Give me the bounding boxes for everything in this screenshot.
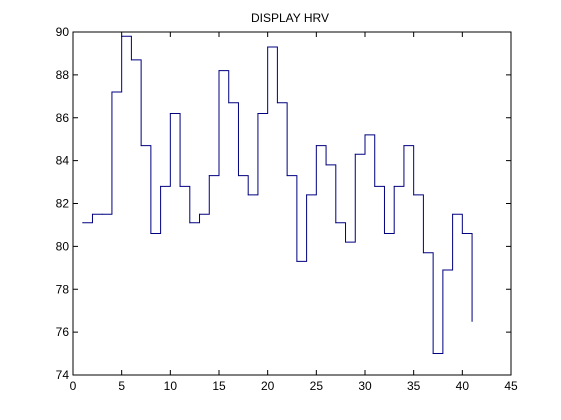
data-point — [315, 145, 317, 147]
data-point — [208, 175, 210, 177]
data-point — [461, 233, 463, 235]
data-point — [325, 164, 327, 166]
data-point — [121, 35, 123, 37]
y-tick-label: 78 — [56, 282, 70, 296]
data-point — [140, 145, 142, 147]
x-tick-label: 25 — [310, 379, 324, 393]
data-point — [374, 185, 376, 187]
data-point — [169, 112, 171, 114]
y-tick-label: 84 — [56, 154, 70, 168]
x-tick-label: 45 — [504, 379, 518, 393]
chart-title: DISPLAY HRV — [251, 11, 329, 25]
data-point — [91, 213, 93, 215]
hrv-series-line — [82, 35, 473, 355]
data-point — [189, 222, 191, 224]
data-point — [383, 233, 385, 235]
plot-area — [73, 32, 511, 375]
data-point — [237, 175, 239, 177]
data-point — [257, 112, 259, 114]
data-point — [393, 185, 395, 187]
y-tick-label: 86 — [56, 111, 70, 125]
data-point — [335, 222, 337, 224]
y-tick-label: 80 — [56, 239, 70, 253]
data-point — [413, 194, 415, 196]
tick-labels: 0 5 10 15 20 25 30 35 40 45 74 76 78 80 82 84 86 88 90 — [56, 25, 518, 393]
x-tick-label: 10 — [164, 379, 178, 393]
data-point — [111, 91, 113, 93]
data-point — [442, 269, 444, 271]
x-tick-label: 40 — [456, 379, 470, 393]
data-point — [101, 213, 103, 215]
data-point — [432, 353, 434, 355]
data-point — [150, 233, 152, 235]
data-point — [286, 175, 288, 177]
data-point — [267, 46, 269, 48]
x-tick-label: 5 — [118, 379, 125, 393]
x-tick-label: 20 — [261, 379, 275, 393]
plot-frame — [72, 31, 512, 376]
data-point — [403, 145, 405, 147]
data-point — [218, 70, 220, 72]
data-point — [82, 222, 84, 224]
data-point — [276, 102, 278, 104]
data-point — [471, 320, 473, 322]
data-point — [160, 185, 162, 187]
data-point — [422, 252, 424, 254]
y-tick-label: 82 — [56, 197, 70, 211]
series-layer — [82, 35, 473, 355]
x-tick-label: 35 — [407, 379, 421, 393]
x-tick-label: 30 — [358, 379, 372, 393]
data-point — [179, 185, 181, 187]
data-point — [452, 213, 454, 215]
data-point — [228, 102, 230, 104]
y-tick-label: 90 — [56, 25, 70, 39]
data-point — [247, 194, 249, 196]
data-point — [364, 134, 366, 136]
data-point — [354, 153, 356, 155]
data-point — [306, 194, 308, 196]
data-point — [130, 59, 132, 61]
data-point — [199, 213, 201, 215]
x-tick-label: 15 — [212, 379, 226, 393]
y-tick-label: 88 — [56, 68, 70, 82]
data-point — [296, 260, 298, 262]
y-tick-label: 74 — [56, 368, 70, 382]
x-tick-label: 0 — [70, 379, 77, 393]
data-point — [345, 241, 347, 243]
y-tick-label: 76 — [56, 325, 70, 339]
